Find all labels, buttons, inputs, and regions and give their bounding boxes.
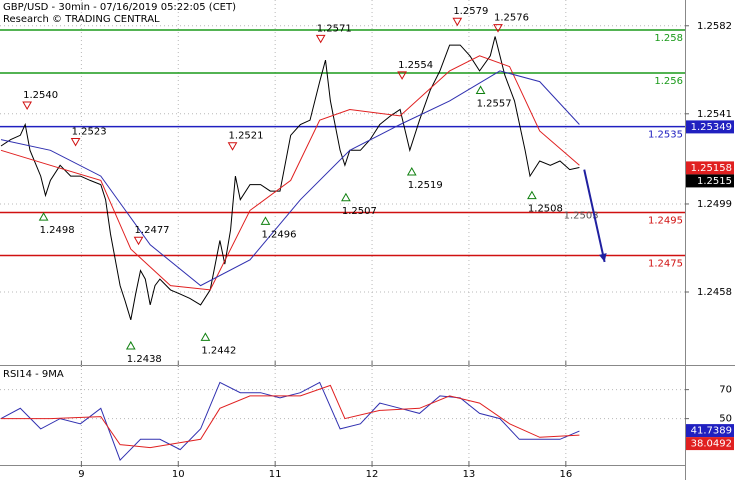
x-tick-label: 11: [269, 469, 282, 480]
high-marker: [315, 34, 326, 44]
high-label: 1.2540: [23, 90, 58, 101]
price-label: 1.25158: [691, 163, 732, 174]
x-tick-label: 12: [366, 469, 379, 480]
y-tick-label: 1.2582: [697, 21, 732, 32]
low-marker: [260, 216, 271, 225]
line-series: [1, 384, 580, 449]
low-label: 1.2508: [528, 204, 563, 215]
low-label: 1.2557: [477, 98, 512, 109]
low-label: 1.2442: [201, 345, 236, 356]
price-label-box: [686, 161, 734, 175]
level-label: 1.2495: [648, 216, 683, 227]
y-tick-label: 1.2499: [697, 199, 732, 210]
high-label: 1.2576: [494, 13, 529, 24]
level-label: 1.2475: [648, 259, 683, 270]
y-tick-label: 1.2541: [697, 109, 732, 120]
price-label-box: [686, 424, 734, 438]
high-label: 1.2579: [453, 6, 488, 17]
level-label: 1.256: [654, 76, 683, 87]
high-marker: [452, 17, 463, 27]
level-label: 1.2535: [648, 130, 683, 141]
price-label-box: [686, 174, 734, 188]
price-label: 1.2515: [697, 176, 732, 187]
x-tick-label: 16: [559, 469, 572, 480]
price-label-box: [686, 120, 734, 134]
rsi-title: RSI14 - 9MA: [3, 369, 64, 380]
price-label-box: [686, 437, 734, 451]
x-tick-label: 9: [78, 469, 84, 480]
target-label: 1.2503: [564, 210, 599, 221]
high-label: 1.2523: [72, 126, 107, 137]
y-tick-label: 50: [719, 414, 732, 425]
low-marker: [406, 167, 417, 176]
low-marker: [125, 340, 136, 350]
price-label: 41.7389: [691, 426, 732, 437]
y-tick-label: 1.2458: [697, 287, 732, 298]
low-label: 1.2438: [127, 354, 162, 365]
forecast-arrowhead: [599, 253, 607, 262]
high-marker: [70, 137, 81, 147]
level-label: 1.258: [654, 33, 683, 44]
y-tick-label: 70: [719, 385, 732, 396]
high-label: 1.2521: [229, 131, 264, 142]
forecast-arrow: [583, 169, 606, 263]
line-series: [0, 70, 580, 287]
high-marker: [133, 236, 144, 246]
line-series: [0, 36, 580, 321]
low-label: 1.2496: [261, 229, 296, 240]
high-label: 1.2477: [135, 225, 170, 236]
chart-title: GBP/USD - 30min - 07/16/2019 05:22:05 (C…: [3, 2, 236, 13]
x-tick-label: 13: [463, 469, 476, 480]
x-tick-label: 10: [172, 469, 185, 480]
price-label: 38.0492: [691, 439, 732, 450]
high-marker: [227, 142, 238, 151]
high-marker: [22, 101, 32, 110]
line-series: [0, 381, 580, 462]
price-label: 1.25349: [691, 122, 732, 133]
high-label: 1.2571: [317, 23, 352, 34]
low-marker: [38, 212, 49, 221]
high-label: 1.2554: [398, 60, 433, 71]
low-label: 1.2498: [40, 225, 75, 236]
high-marker: [493, 24, 503, 33]
high-marker: [397, 71, 407, 80]
low-marker: [475, 85, 486, 94]
low-marker: [341, 192, 351, 202]
line-series: [0, 55, 580, 291]
low-marker: [200, 332, 211, 341]
low-label: 1.2519: [408, 180, 443, 191]
low-label: 1.2507: [342, 206, 377, 217]
low-marker: [527, 190, 537, 200]
chart-subtitle: Research © TRADING CENTRAL: [3, 14, 160, 25]
